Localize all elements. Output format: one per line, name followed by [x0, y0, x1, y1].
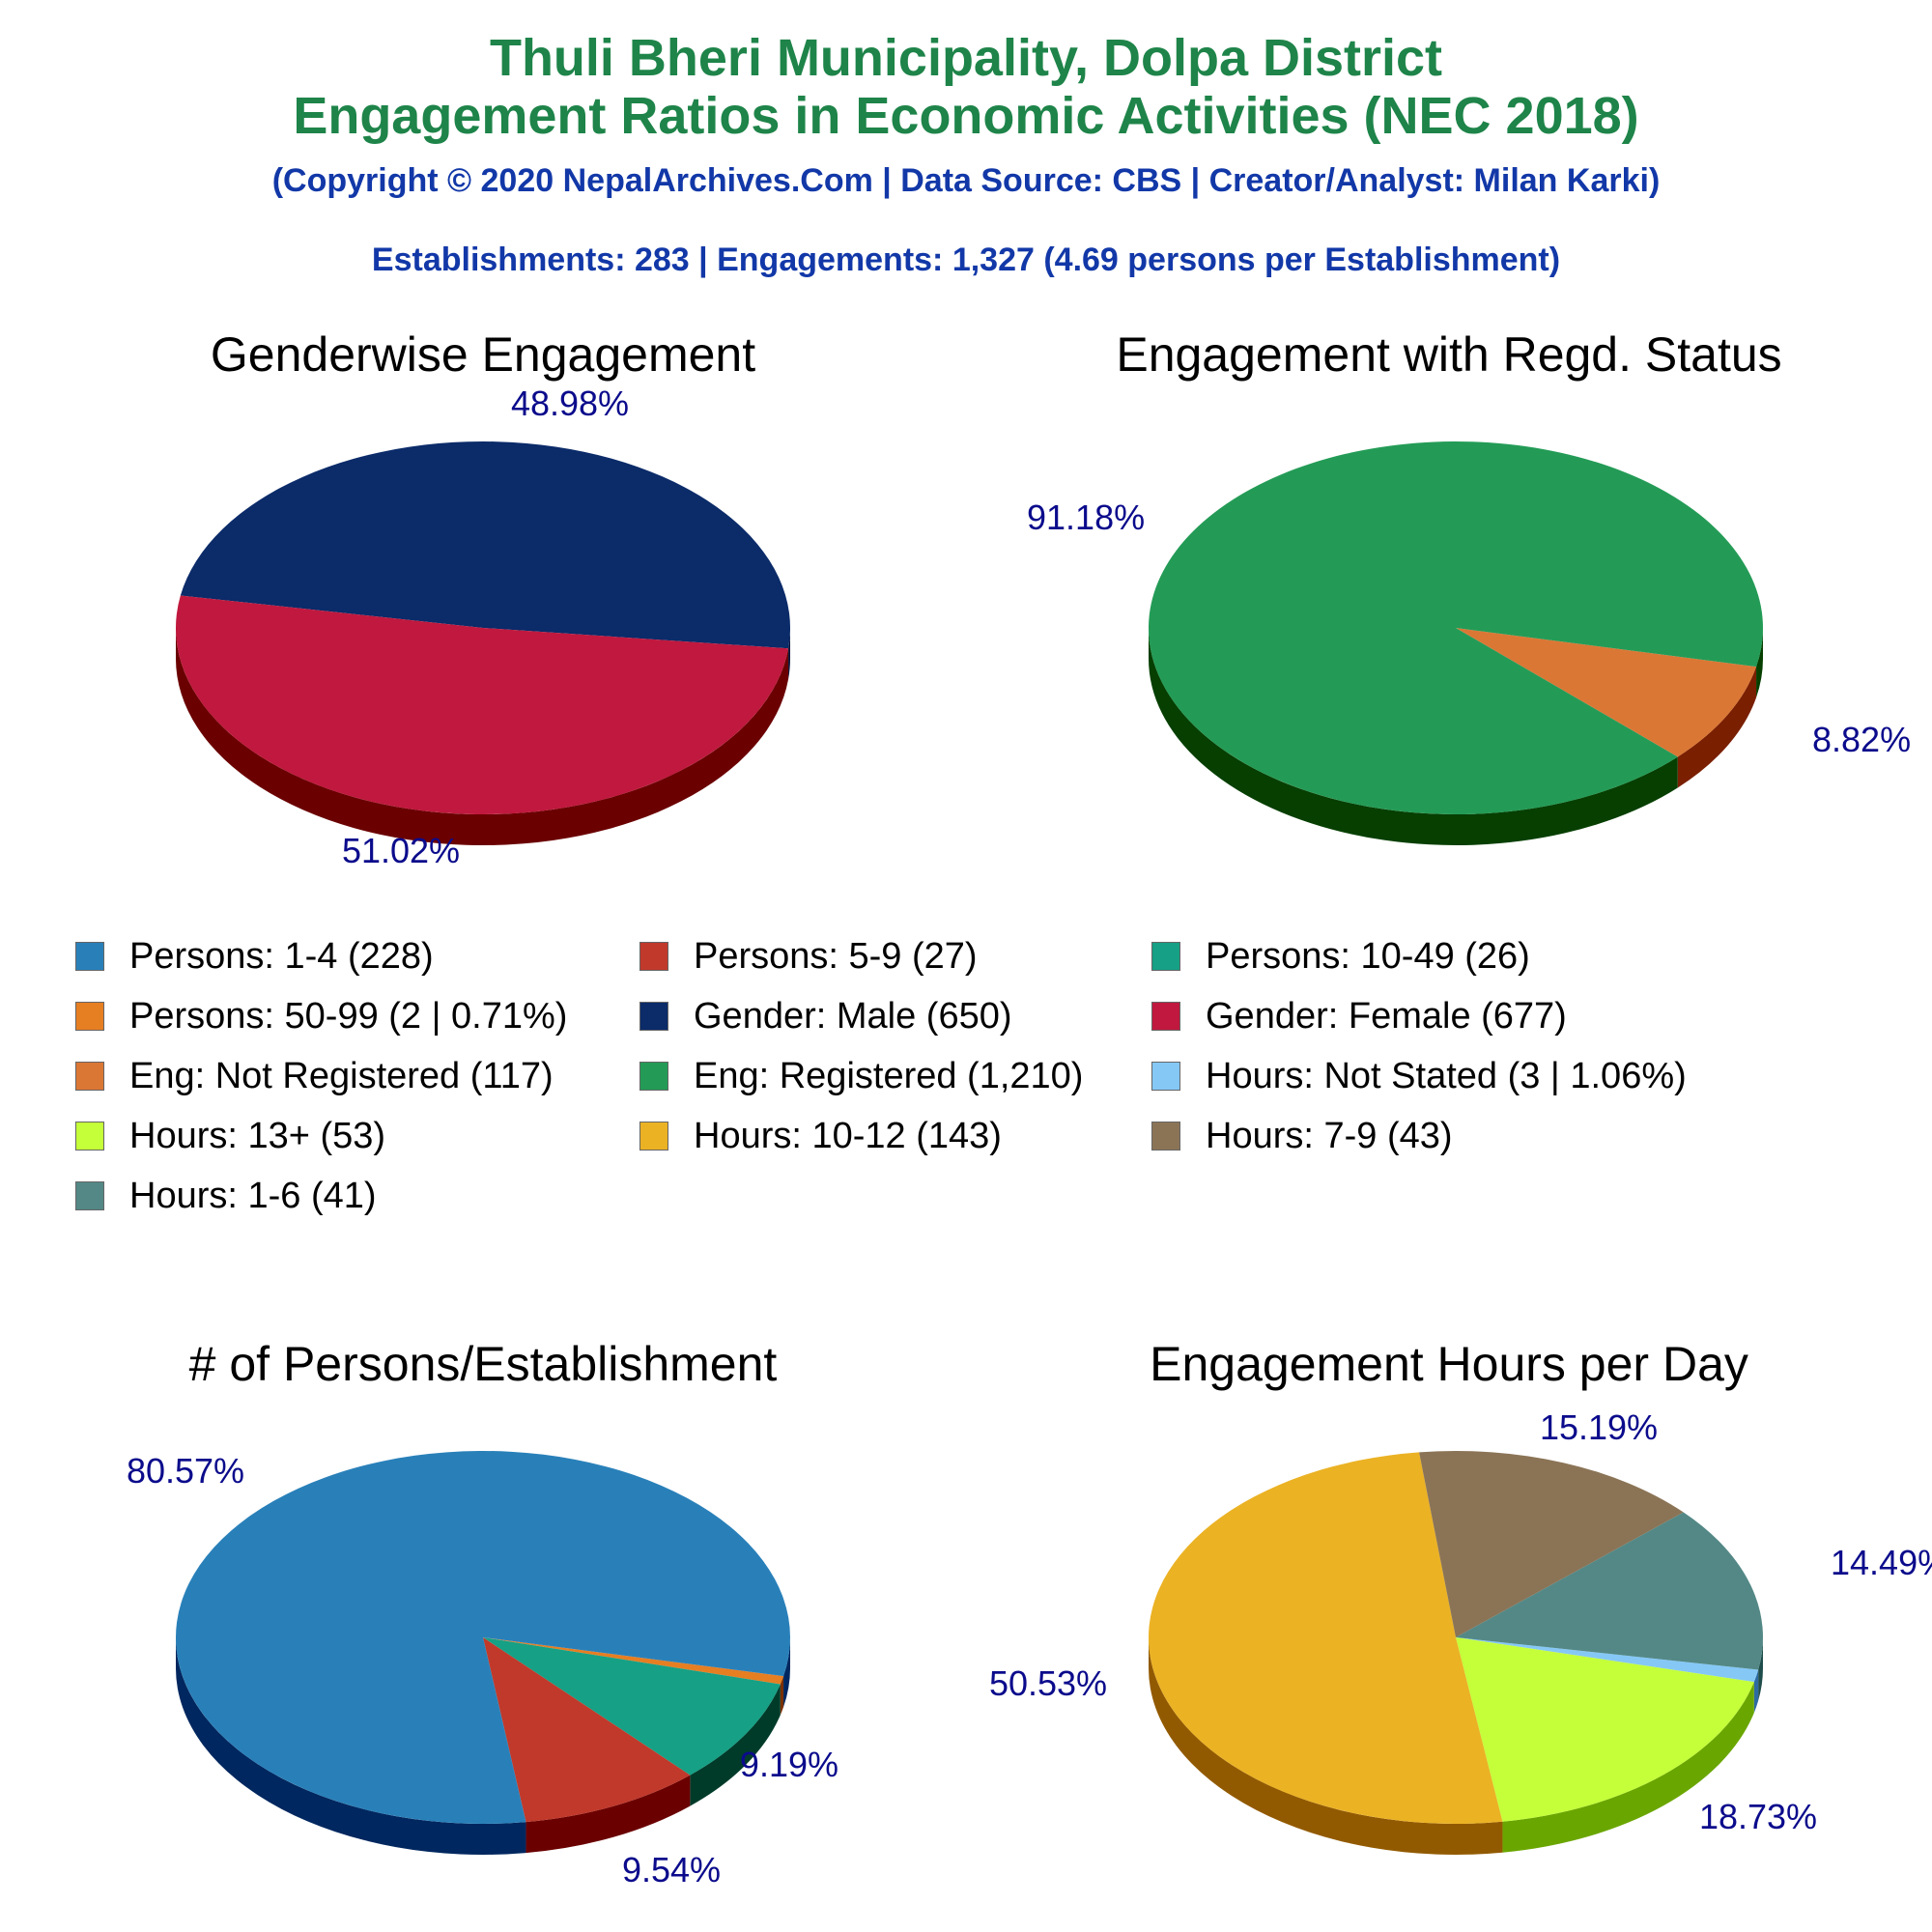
legend-swatch	[75, 1062, 104, 1091]
pie-pct-label-3-3: 15.19%	[1540, 1407, 1658, 1447]
legend-label: Persons: 10-49 (26)	[1206, 936, 1530, 977]
legend-swatch	[1151, 942, 1180, 971]
legend-label: Gender: Male (650)	[694, 996, 1012, 1037]
pie-side-3-0	[1753, 1669, 1759, 1714]
pie-side-1-0	[1677, 667, 1757, 788]
legend-label: Hours: 7-9 (43)	[1206, 1116, 1453, 1156]
pie-registration: 8.82% 91.18%	[1027, 441, 1911, 845]
pie-side-0-1	[175, 628, 789, 845]
pie-side-2-0	[780, 1676, 784, 1716]
legend-swatch	[75, 1002, 104, 1031]
pie-side-2-3	[175, 1637, 526, 1855]
pie-pct-label-2-3: 80.57%	[127, 1451, 244, 1491]
pie-side-2-2	[526, 1775, 691, 1854]
chart-title-line1: Thuli Bheri Municipality, Dolpa District	[489, 29, 1443, 87]
pie-slice-0-0	[180, 440, 791, 649]
legend-swatch	[639, 1122, 668, 1151]
pie-slice-3-3	[1419, 1451, 1684, 1637]
legend-label: Hours: Not Stated (3 | 1.06%)	[1206, 1056, 1687, 1096]
legend-swatch	[639, 1002, 668, 1031]
legend-label: Persons: 1-4 (228)	[129, 936, 434, 977]
legend-swatch	[639, 942, 668, 971]
pie-side-3-2	[1149, 1637, 1503, 1855]
pie-side-1-1	[1756, 628, 1763, 698]
pie-side-1-1	[1149, 628, 1678, 845]
chart-title-line2: Engagement Ratios in Economic Activities…	[293, 87, 1639, 145]
pie-slice-2-3	[176, 1450, 791, 1824]
pie-pct-label-0-0: 48.98%	[511, 384, 629, 423]
legend-label: Eng: Not Registered (117)	[129, 1056, 554, 1096]
pie-side-3-1	[1502, 1682, 1754, 1853]
legend-swatch	[639, 1062, 668, 1091]
pie-slice-2-2	[483, 1637, 691, 1823]
pie-side-0-0	[788, 628, 790, 680]
legend-label: Hours: 13+ (53)	[129, 1116, 386, 1156]
pie-slice-3-4	[1456, 1512, 1763, 1670]
pie-pct-label-1-0: 8.82%	[1812, 720, 1911, 759]
legend-swatch	[1151, 1002, 1180, 1031]
pie-pct-label-0-1: 51.02%	[342, 831, 460, 870]
legend-label: Eng: Registered (1,210)	[694, 1056, 1084, 1096]
pie-title-gender: Genderwise Engagement	[210, 327, 756, 382]
pie-title-persons: # of Persons/Establishment	[188, 1337, 778, 1391]
pie-slice-1-1	[1148, 441, 1763, 815]
copyright-line: (Copyright © 2020 NepalArchives.Com | Da…	[271, 162, 1661, 199]
pie-side-2-1	[690, 1684, 781, 1806]
pie-slice-0-1	[176, 595, 789, 814]
pie-slice-2-1	[483, 1637, 781, 1776]
legend-label: Hours: 10-12 (143)	[694, 1116, 1002, 1156]
pie-pct-label-3-4: 14.49%	[1831, 1543, 1932, 1582]
pie-title-hours: Engagement Hours per Day	[1150, 1337, 1748, 1391]
legend-label: Persons: 50-99 (2 | 0.71%)	[129, 996, 568, 1037]
pie-slice-3-1	[1456, 1637, 1754, 1822]
pie-slice-2-0	[483, 1637, 784, 1685]
legend-swatch	[1151, 1062, 1180, 1091]
pie-slice-3-0	[1456, 1637, 1759, 1683]
pie-pct-label-2-1: 9.19%	[740, 1745, 838, 1784]
pie-pct-label-1-1: 91.18%	[1027, 497, 1145, 537]
legend-label: Gender: Female (677)	[1206, 996, 1567, 1037]
legend-swatch	[1151, 1122, 1180, 1151]
summary-line: Establishments: 283 | Engagements: 1,327…	[371, 242, 1561, 278]
pie-persons: 9.19% 9.54% 80.57%	[127, 1450, 838, 1889]
pie-slice-3-2	[1148, 1452, 1503, 1825]
pie-gender: 48.98% 51.02%	[175, 384, 791, 870]
legend-label: Hours: 1-6 (41)	[129, 1176, 377, 1216]
legend-swatch	[75, 1181, 104, 1210]
legend-swatch	[75, 1122, 104, 1151]
pie-title-registration: Engagement with Regd. Status	[1116, 327, 1782, 382]
pie-slice-1-0	[1456, 628, 1757, 757]
pie-hours: 18.73% 50.53% 15.19% 14.49%	[989, 1407, 1932, 1855]
legend-label: Persons: 5-9 (27)	[694, 936, 978, 977]
pie-pct-label-2-2: 9.54%	[622, 1850, 721, 1889]
legend-swatch	[75, 942, 104, 971]
pie-pct-label-3-2: 50.53%	[989, 1663, 1107, 1703]
pie-side-3-4	[1758, 1637, 1763, 1701]
pie-pct-label-3-1: 18.73%	[1699, 1797, 1817, 1836]
pie-side-2-3	[783, 1637, 790, 1708]
